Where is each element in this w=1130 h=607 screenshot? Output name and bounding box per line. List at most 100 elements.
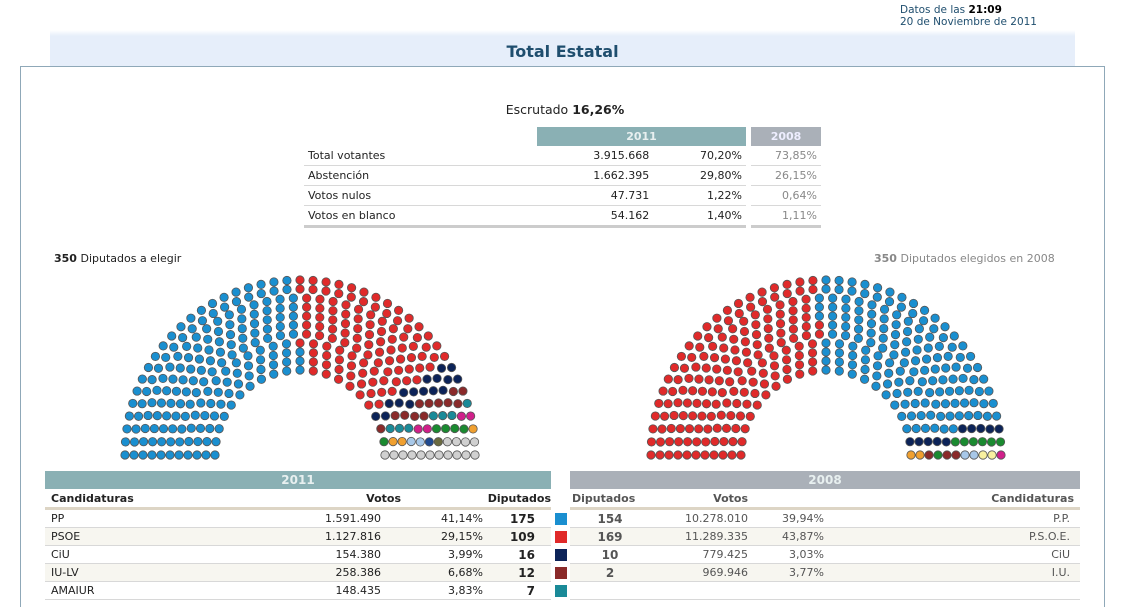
seat <box>226 400 236 410</box>
seat <box>697 411 707 421</box>
seat <box>926 410 936 420</box>
seat <box>694 374 704 384</box>
seat <box>193 436 203 447</box>
seat <box>916 410 926 421</box>
seat <box>967 423 977 434</box>
seat <box>866 319 877 329</box>
seat <box>395 354 406 364</box>
seat <box>675 423 685 434</box>
seat <box>196 398 206 408</box>
seat <box>352 333 362 343</box>
seat <box>376 326 387 337</box>
seat <box>288 329 299 339</box>
seat <box>959 398 970 408</box>
seat <box>741 347 752 357</box>
seat <box>775 319 786 329</box>
seat <box>757 287 767 297</box>
seat <box>808 275 818 286</box>
row-pct-2008: 73,85% <box>746 146 821 166</box>
seat <box>801 303 811 313</box>
seat <box>925 388 935 398</box>
seat <box>808 284 818 295</box>
party-votes: 11.289.335 <box>685 530 748 543</box>
seat <box>646 437 657 447</box>
seat <box>379 437 389 447</box>
seat <box>268 341 278 351</box>
seats-text: Diputados elegidos en 2008 <box>900 252 1055 265</box>
seat <box>733 298 744 309</box>
seat <box>948 424 958 434</box>
seat <box>269 369 279 379</box>
seat <box>238 343 248 353</box>
seat <box>788 324 799 334</box>
seat <box>282 284 292 295</box>
table-row: AMAIUR 148.435 3,83% 7 <box>45 582 551 600</box>
seat <box>770 292 780 302</box>
seat <box>920 365 930 375</box>
seat <box>180 411 190 421</box>
seat <box>860 364 870 375</box>
party-pct: 3,99% <box>448 548 483 561</box>
seat <box>938 333 948 343</box>
seat <box>935 387 945 397</box>
seat <box>358 368 368 378</box>
seat <box>322 350 332 361</box>
seat <box>834 339 845 349</box>
seat <box>891 320 901 330</box>
seat <box>659 411 670 421</box>
seat <box>940 322 950 332</box>
seat <box>962 363 973 373</box>
party-seats: 109 <box>509 529 535 544</box>
seat <box>365 320 375 330</box>
seat <box>847 277 857 287</box>
seat <box>407 450 417 460</box>
seat <box>918 316 929 326</box>
seat <box>976 423 986 434</box>
seat <box>718 450 728 460</box>
seat <box>243 351 253 361</box>
party-name: IU-LV <box>51 566 79 579</box>
seat <box>732 398 742 409</box>
seat <box>655 437 666 447</box>
seat <box>801 294 811 304</box>
seat <box>669 362 680 373</box>
seat <box>250 337 260 348</box>
seat <box>222 377 232 387</box>
seat <box>288 293 298 303</box>
seats-text: Diputados a elegir <box>80 252 182 265</box>
seat <box>801 321 811 332</box>
party-votes: 1.127.816 <box>325 530 381 543</box>
seat <box>173 351 183 361</box>
seat <box>275 321 285 332</box>
seat <box>885 287 895 297</box>
seat <box>147 450 157 460</box>
table-row: PP 1.591.490 41,14% 175 <box>45 510 551 528</box>
seat <box>391 377 401 387</box>
seat <box>900 347 911 357</box>
seat <box>358 297 369 307</box>
seat <box>736 450 746 460</box>
seat <box>250 328 260 338</box>
row-label: Votos nulos <box>304 185 537 206</box>
seat <box>262 296 272 307</box>
results-table-2011: 2011 Candidaturas Votos Diputados PP 1.591.… <box>45 471 551 600</box>
seat <box>896 302 906 312</box>
seat <box>854 296 864 307</box>
seat <box>140 423 150 434</box>
seat <box>716 410 726 420</box>
seat <box>186 364 196 374</box>
party-pct: 3,83% <box>448 584 483 597</box>
seat <box>717 388 727 398</box>
seat <box>149 423 159 434</box>
seat <box>722 365 732 375</box>
seat <box>673 450 683 460</box>
seat <box>373 358 383 368</box>
seat <box>658 386 668 396</box>
seat <box>421 342 431 352</box>
seat <box>834 357 844 367</box>
seat <box>827 320 838 330</box>
seat <box>132 386 142 396</box>
seat <box>405 399 415 409</box>
seat <box>213 387 223 397</box>
seat <box>415 437 425 447</box>
